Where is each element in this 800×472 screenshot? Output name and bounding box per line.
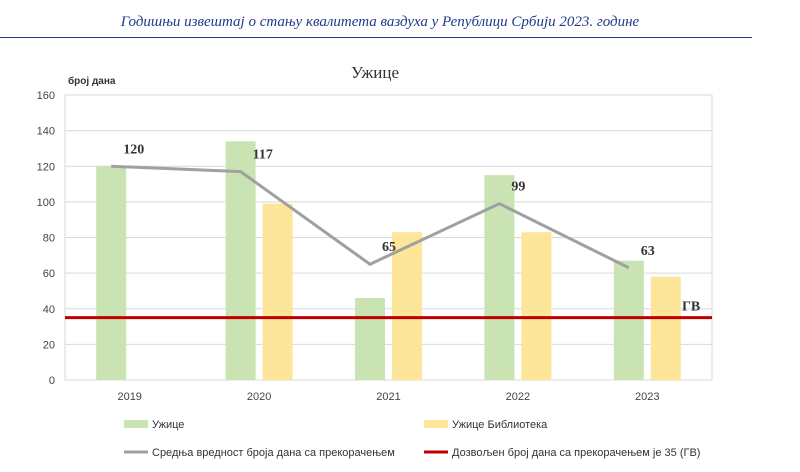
y-tick-label: 140 [37, 126, 55, 138]
report-header: Годишњи извештај о стању квалитета вазду… [0, 0, 800, 40]
plot-area [64, 94, 713, 381]
y-tick-label: 100 [37, 197, 55, 209]
x-tick-label: 2020 [247, 391, 271, 403]
y-tick-label: 20 [43, 339, 55, 351]
average-line [111, 164, 630, 270]
bar-uzice-biblioteka [262, 203, 293, 380]
x-tick-label: 2022 [506, 391, 530, 403]
x-tick-label: 2023 [635, 391, 659, 403]
y-axis-label: број дана [68, 75, 116, 87]
y-tick-label: 60 [43, 268, 55, 280]
header-divider [0, 37, 752, 38]
bar-uzice [484, 175, 515, 380]
average-data-label: 63 [641, 244, 655, 259]
y-tick-label: 80 [43, 233, 55, 245]
y-tick-label: 40 [43, 304, 55, 316]
report-title: Годишњи извештај о стању квалитета вазду… [120, 14, 640, 30]
average-data-label: 120 [123, 142, 144, 157]
bar-uzice [355, 298, 385, 380]
chart-title: Ужице [351, 63, 399, 82]
average-data-label: 99 [511, 180, 525, 195]
bar-uzice [96, 166, 127, 380]
x-tick-label: 2021 [376, 391, 400, 403]
legend-swatch-uzice [124, 420, 148, 428]
legend-swatch-uzice-biblioteka [424, 420, 448, 428]
legend-label-limit: Дозвољен број дана са прекорачењем је 35… [452, 447, 700, 459]
bar-uzice-biblioteka [392, 232, 422, 380]
x-tick-label: 2019 [117, 391, 141, 403]
average-data-label: 65 [382, 240, 396, 255]
legend-label-uzice: Ужице [152, 419, 184, 431]
limit-value-label: ГВ [682, 300, 700, 315]
bar-uzice-biblioteka [521, 232, 552, 380]
y-tick-label: 160 [37, 90, 55, 102]
y-tick-label: 0 [49, 375, 55, 387]
legend-label-uzice-biblioteka: Ужице Библиотека [452, 419, 548, 431]
y-tick-label: 120 [37, 161, 55, 173]
bar-uzice-biblioteka [650, 276, 681, 380]
bar-uzice [225, 141, 256, 380]
legend-label-average: Средња вредност броја дана са прекорачењ… [152, 447, 395, 459]
average-data-label: 117 [253, 148, 273, 163]
bar-uzice [613, 260, 644, 380]
